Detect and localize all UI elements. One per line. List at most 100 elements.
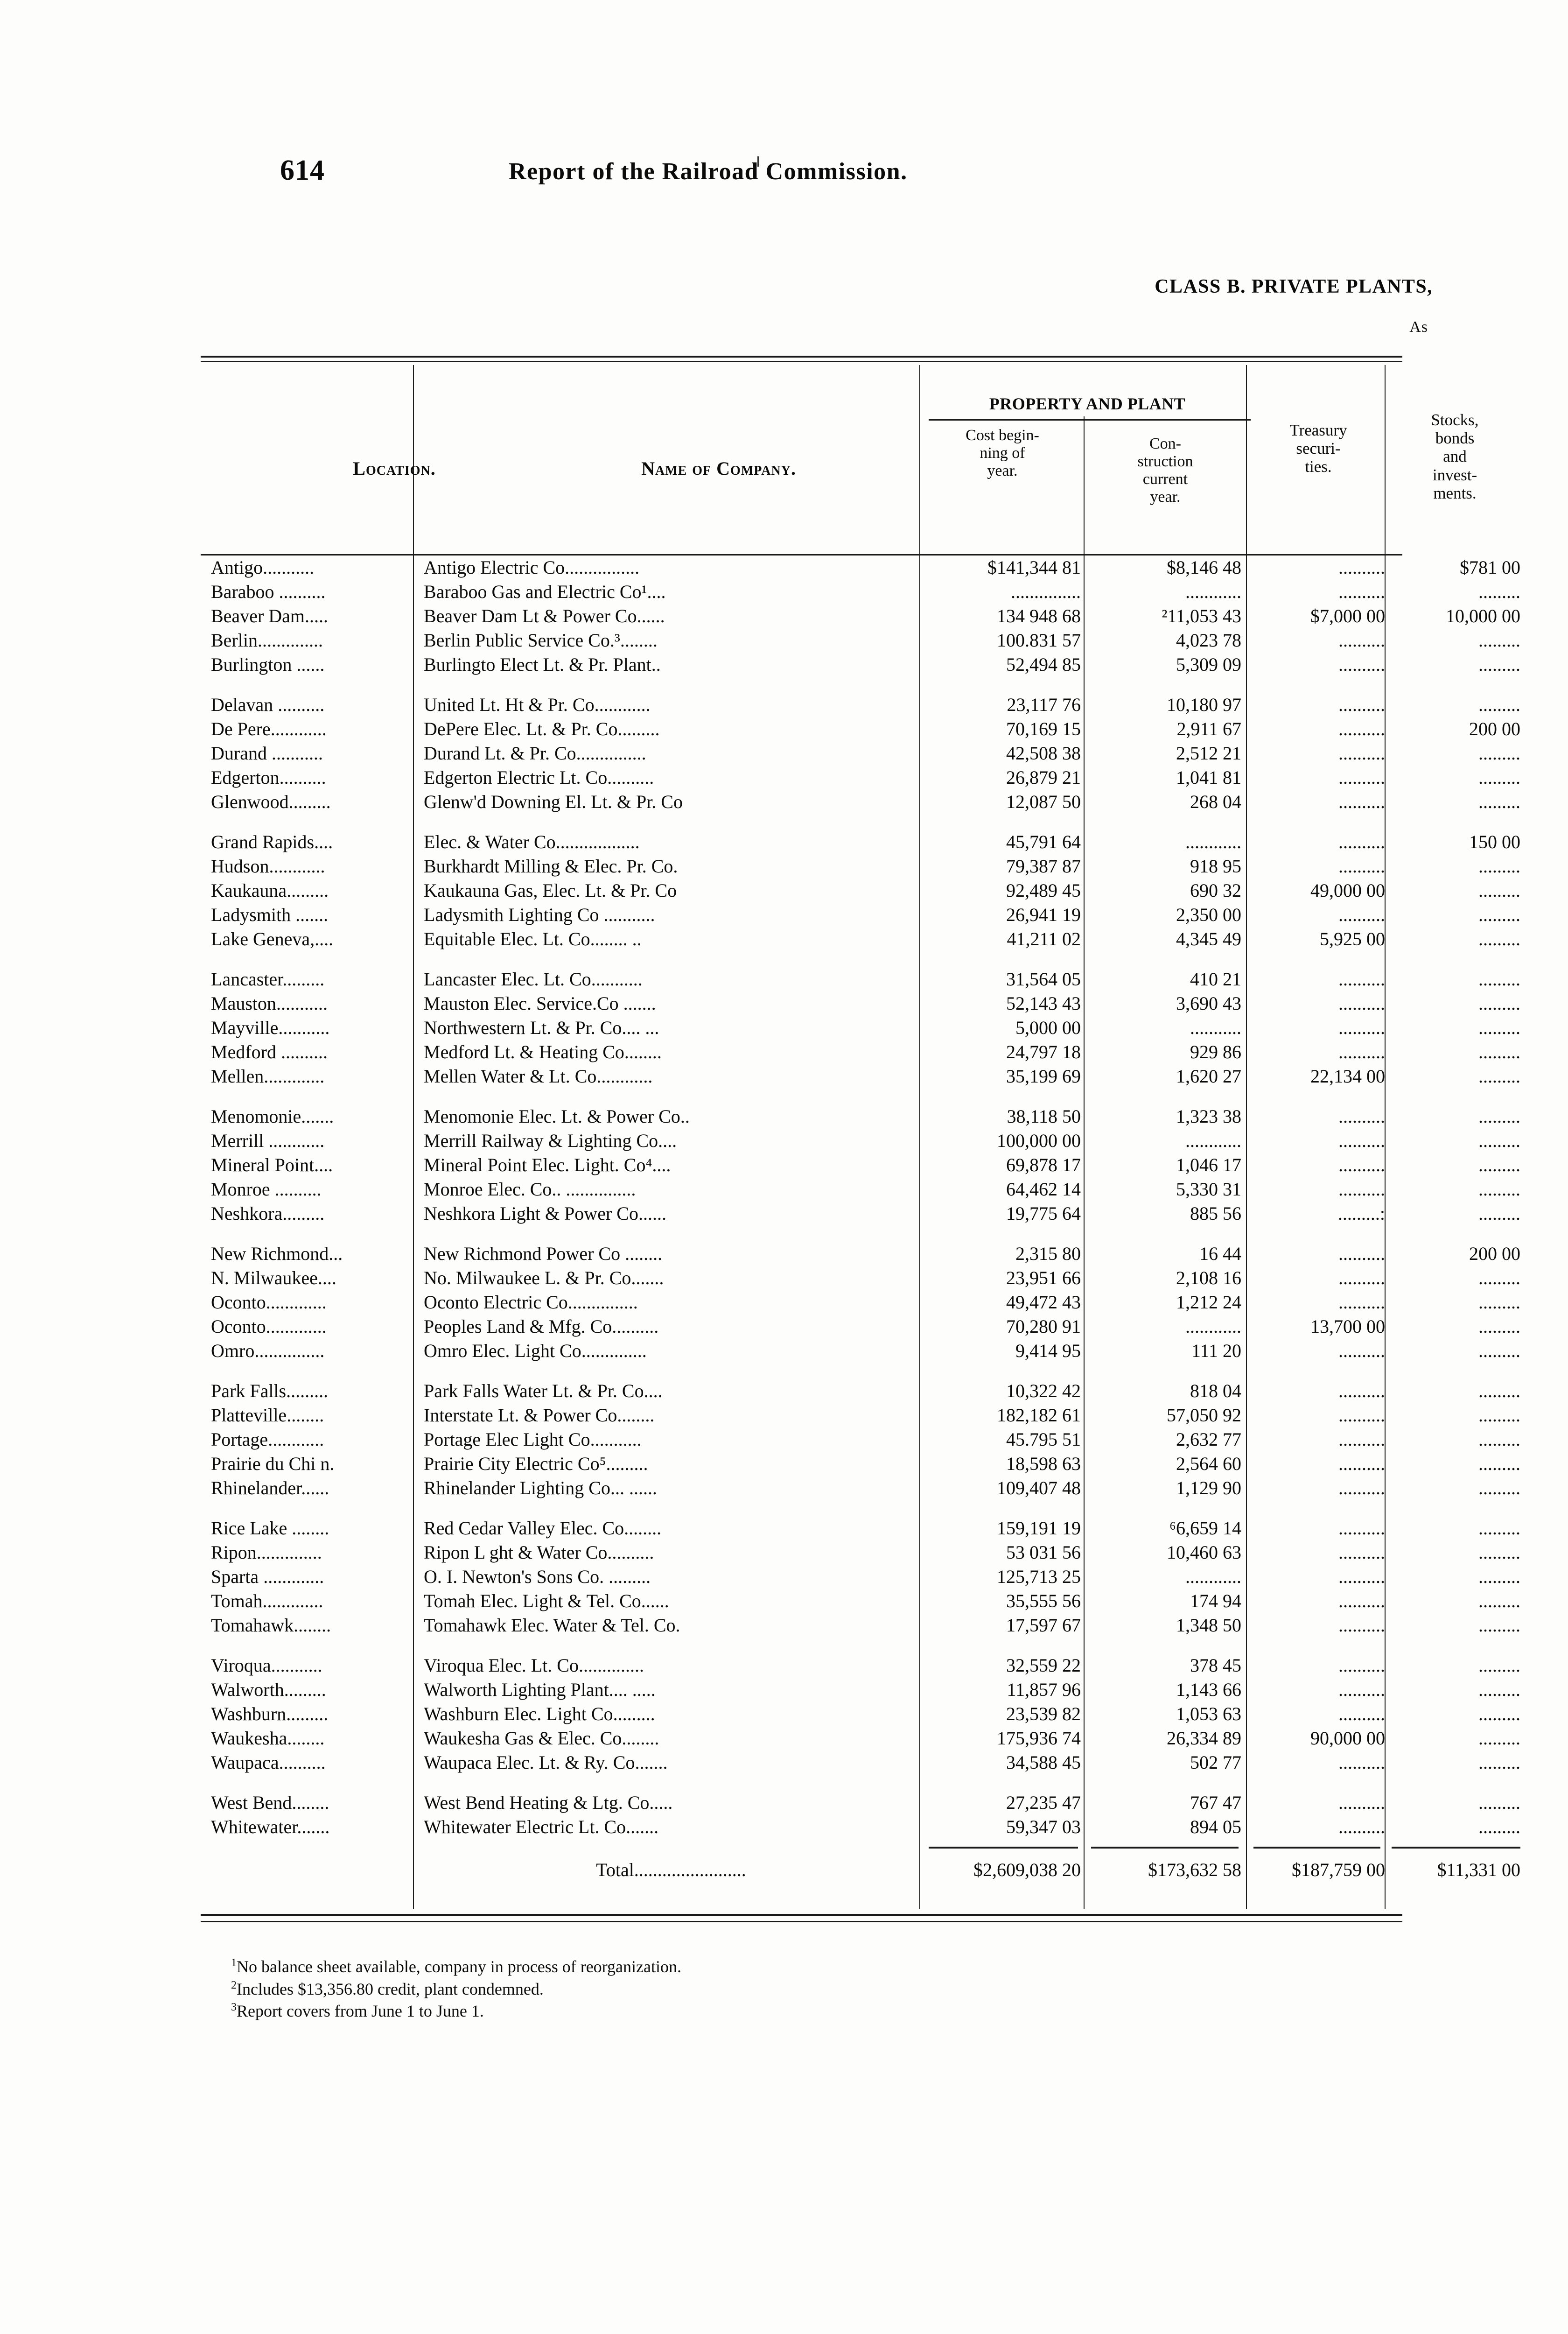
cell-company-name: Ladysmith Lighting Co ........... (424, 904, 655, 925)
table-row: Sparta ............. O. I. Newton's Sons … (201, 1565, 1520, 1589)
cell-company-name: Burlingto Elect Lt. & Pr. Plant.. (424, 654, 661, 675)
cell-stocks-bonds-investments: ......... (1478, 630, 1520, 651)
cell-treasury-securities: .......... (1338, 767, 1385, 788)
cell-company-name: Medford Lt. & Heating Co........ (424, 1041, 662, 1062)
cell-stocks-bonds-investments: ......... (1478, 1518, 1520, 1539)
cell-location: Oconto............. (211, 1316, 327, 1337)
cell-treasury-securities: $7,000 00 (1310, 605, 1385, 626)
table-row: Viroqua........... Viroqua Elec. Lt. Co..… (201, 1653, 1520, 1678)
cell-treasury-securities: .......... (1338, 1380, 1385, 1401)
header-construction-current-year: Con- struction current year. (1088, 435, 1242, 506)
cell-cost-beginning-year: 35,199 69 (1006, 1066, 1081, 1087)
cell-treasury-securities: .......... (1338, 993, 1385, 1014)
cell-cost-beginning-year: 23,539 82 (1006, 1703, 1081, 1724)
cell-cost-beginning-year: 24,797 18 (1006, 1041, 1081, 1062)
cell-construction-current-year: 818 04 (1190, 1380, 1241, 1401)
table-row: New Richmond... New Richmond Power Co ...… (201, 1242, 1520, 1266)
table-row: Edgerton.......... Edgerton Electric Lt. … (201, 766, 1520, 790)
as-caption: As (1409, 318, 1428, 336)
cell-construction-current-year: 174 94 (1190, 1590, 1241, 1611)
cell-location: Oconto............. (211, 1292, 327, 1313)
table-row: West Bend........ West Bend Heating & Ltg… (201, 1791, 1520, 1815)
header-cost-beginning-year: Cost begin- ning of year. (923, 427, 1082, 480)
cell-treasury-securities: 13,700 00 (1310, 1316, 1385, 1337)
footnotes: 1No balance sheet available, company in … (231, 1956, 681, 2023)
table-row: Lancaster......... Lancaster Elec. Lt. Co… (201, 967, 1520, 991)
cell-stocks-bonds-investments: ......... (1478, 1041, 1520, 1062)
table-row: Menomonie....... Menomonie Elec. Lt. & Po… (201, 1104, 1520, 1129)
cell-cost-beginning-year: 9,414 95 (1015, 1340, 1081, 1361)
cell-location: Menomonie....... (211, 1106, 334, 1127)
cell-location: Portage............ (211, 1429, 324, 1450)
header-constr-line-2: struction (1137, 453, 1193, 471)
table-row: Grand Rapids.... Elec. & Water Co........… (201, 830, 1520, 854)
cell-location: Lake Geneva,.... (211, 928, 334, 949)
cell-stocks-bonds-investments: ......... (1478, 1106, 1520, 1127)
cell-cost-beginning-year: 109,407 48 (997, 1477, 1081, 1498)
col-divider-2 (919, 365, 920, 554)
cell-stocks-bonds-investments: ......... (1478, 1203, 1520, 1224)
cell-company-name: Mineral Point Elec. Light. Co⁴.... (424, 1154, 671, 1175)
header-property-and-plant: PROPERTY AND PLANT (989, 394, 1186, 413)
cell-construction-current-year: 690 32 (1190, 880, 1241, 901)
cell-company-name: Waukesha Gas & Elec. Co........ (424, 1728, 659, 1749)
cell-stocks-bonds-investments: ......... (1478, 1340, 1520, 1361)
cell-company-name: Mauston Elec. Service.Co ....... (424, 993, 656, 1014)
table-row: Berlin.............. Berlin Public Servic… (201, 628, 1520, 653)
cell-company-name: Red Cedar Valley Elec. Co........ (424, 1518, 662, 1539)
col-divider-4 (1246, 365, 1247, 554)
cell-stocks-bonds-investments: ......... (1478, 791, 1520, 812)
cell-company-name: United Lt. Ht & Pr. Co............ (424, 694, 651, 715)
header-treasury-line-3: ties. (1305, 457, 1332, 476)
cell-treasury-securities: .......... (1338, 1518, 1385, 1539)
cell-construction-current-year: 1,129 90 (1176, 1477, 1241, 1498)
cell-company-name: DePere Elec. Lt. & Pr. Co......... (424, 718, 660, 739)
table-row: Hudson............ Burkhardt Milling & El… (201, 854, 1520, 879)
cell-location: Baraboo .......... (211, 581, 326, 602)
cell-cost-beginning-year: 41,211 02 (1007, 928, 1081, 949)
table-bottom-rule-inner (201, 1921, 1402, 1922)
cell-company-name: O. I. Newton's Sons Co. ......... (424, 1566, 651, 1587)
header-treasury-line-2: securi- (1296, 439, 1341, 458)
header-bottom-rule (201, 554, 1402, 555)
footnote-marker: 2 (231, 1979, 237, 1991)
table-bottom-rule-outer (201, 1914, 1402, 1916)
cell-cost-beginning-year: ............... (1011, 581, 1081, 602)
cell-stocks-bonds-investments: ......... (1478, 1655, 1520, 1676)
cell-construction-current-year: 2,911 67 (1176, 718, 1241, 739)
cell-treasury-securities: .......... (1338, 1154, 1385, 1175)
cell-cost-beginning-year: 35,555 56 (1006, 1590, 1081, 1611)
cell-construction-current-year: 2,512 21 (1176, 743, 1241, 764)
cell-company-name: Durand Lt. & Pr. Co............... (424, 743, 646, 764)
cell-cost-beginning-year: 23,951 66 (1006, 1267, 1081, 1288)
cell-location: Delavan .......... (211, 694, 325, 715)
cell-company-name: Prairie City Electric Co⁵......... (424, 1453, 648, 1474)
cell-construction-current-year: 502 77 (1190, 1752, 1241, 1773)
cell-construction-current-year: 4,345 49 (1176, 928, 1241, 949)
cell-location: Ladysmith ....... (211, 904, 329, 925)
cell-location: Burlington ...... (211, 654, 325, 675)
cell-stocks-bonds-investments: $781 00 (1460, 557, 1520, 578)
cell-cost-beginning-year: 52,494 85 (1006, 654, 1081, 675)
table-header: Location. Name of Company. PROPERTY AND … (201, 365, 1479, 554)
cell-cost-beginning-year: 70,169 15 (1006, 718, 1081, 739)
cell-treasury-securities: .......... (1338, 1816, 1385, 1837)
cell-stocks-bonds-investments: ......... (1478, 654, 1520, 675)
cell-treasury-securities: .......... (1338, 1405, 1385, 1426)
cell-construction-current-year: ............ (1185, 1566, 1241, 1587)
class-caption: CLASS B. PRIVATE PLANTS, (1155, 276, 1433, 297)
cell-stocks-bonds-investments: ......... (1478, 1679, 1520, 1700)
table-row: Whitewater....... Whitewater Electric Lt.… (201, 1815, 1520, 1839)
cell-stocks-bonds-investments: ......... (1478, 1477, 1520, 1498)
cell-cost-beginning-year: 31,564 05 (1006, 969, 1081, 990)
cell-construction-current-year: 2,108 16 (1176, 1267, 1241, 1288)
cell-treasury-securities: .......... (1338, 743, 1385, 764)
cell-stocks-bonds-investments: ......... (1478, 767, 1520, 788)
cell-construction-current-year: 2,564 60 (1176, 1453, 1241, 1474)
cell-treasury-securities: .......... (1338, 1792, 1385, 1813)
cell-construction-current-year: 894 05 (1190, 1816, 1241, 1837)
cell-treasury-securities: .......... (1338, 1267, 1385, 1288)
cell-location: Merrill ............ (211, 1130, 325, 1151)
cell-location: Tomah............. (211, 1590, 323, 1611)
cell-treasury-securities: 90,000 00 (1310, 1728, 1385, 1749)
